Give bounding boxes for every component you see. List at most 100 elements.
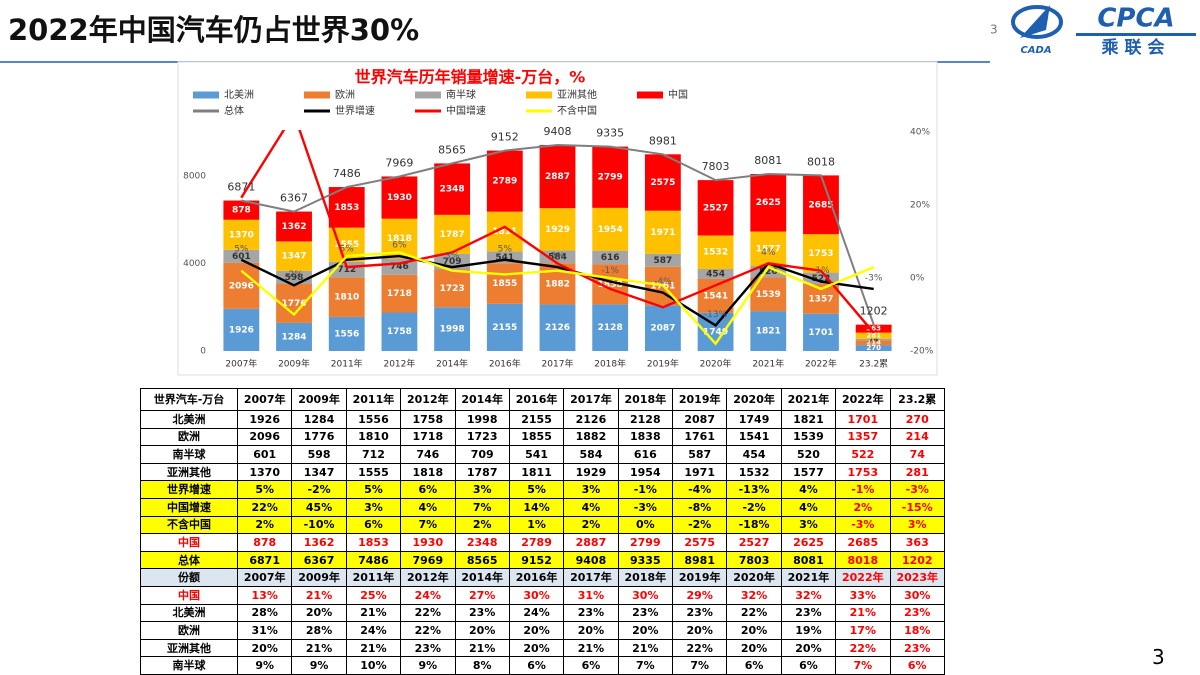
total-label: 8081	[754, 154, 782, 167]
bar-segment	[644, 305, 681, 351]
table-cell: 8565	[454, 550, 510, 570]
table-cell: 1811	[508, 462, 565, 482]
table-cell: 30%	[889, 585, 945, 605]
bar-label: 1758	[387, 327, 412, 337]
table-row: 南半球 9% 9% 10% 9% 8% 6% 6% 7% 7% 6% 6% 7% 6%	[140, 656, 945, 675]
bar-label: 1853	[334, 203, 359, 213]
table-cell: 1347	[291, 462, 347, 482]
table-cell: -2%	[291, 480, 347, 499]
table-cell: 2022年	[835, 388, 891, 411]
total-label: 7486	[333, 167, 361, 180]
bar-segment	[855, 340, 892, 346]
line-series	[240, 130, 875, 334]
table-cell: 14%	[508, 497, 565, 517]
table-cell: 2020年	[726, 388, 782, 411]
table-cell: 2016年	[508, 568, 565, 587]
total-label: 6871	[227, 181, 255, 194]
table-cell: 2%	[563, 515, 619, 535]
bar-segment	[223, 200, 260, 220]
table-cell: 21%	[291, 638, 347, 658]
table-cell: 7%	[835, 656, 891, 675]
bar-segment	[276, 322, 312, 351]
growth-label: 6%	[392, 241, 407, 251]
table-cell: 6%	[508, 656, 565, 675]
table-cell: 878	[236, 533, 293, 552]
table-cell: 2016年	[508, 388, 565, 411]
bar-label: 2096	[229, 281, 254, 291]
row-header: 世界汽车-万台	[140, 388, 238, 411]
x-tick-label: 2009年	[278, 358, 310, 370]
table-cell: -2%	[726, 497, 782, 517]
bar-label: 2155	[492, 323, 517, 333]
table-cell: 1821	[780, 410, 837, 429]
table-row: 欧洲 2096 1776 1810 1718 1723 1855 1882 1838 1761 15…	[140, 427, 945, 447]
bar-segment	[803, 234, 839, 273]
table-cell: 3%	[780, 515, 837, 535]
y2-tick-label: 40%	[910, 128, 930, 138]
bar-label: 1821	[756, 327, 781, 337]
table-cell: 2017年	[563, 388, 619, 411]
table-cell: 520	[780, 445, 837, 464]
table-cell: 1539	[780, 427, 837, 447]
row-header: 欧洲	[140, 427, 238, 447]
table-row: 中国 878 1362 1853 1930 2348 2789 2887 2799 2575 252…	[140, 533, 945, 552]
table-cell: 20%	[291, 603, 347, 623]
table-cell: 19%	[780, 621, 837, 640]
bar-label: 1347	[282, 252, 307, 262]
table-cell: -18%	[726, 515, 782, 535]
bar-label: 454	[706, 269, 725, 279]
table-cell: 18%	[889, 621, 945, 640]
table-cell: 2009年	[291, 388, 347, 411]
table-cell: 23.2累	[889, 388, 945, 411]
bar-segment	[644, 253, 681, 267]
bar-label: 1718	[387, 289, 412, 299]
table-cell: 2789	[508, 533, 565, 552]
bar-label: 1929	[545, 225, 570, 235]
table-cell: 22%	[236, 497, 293, 517]
bar-label: 1701	[808, 328, 833, 338]
table-cell: 1818	[400, 462, 456, 482]
table-cell: 31%	[236, 621, 293, 640]
table-row: 亚洲其他 20% 21% 21% 23% 21% 20% 21% 21% 22% 20% 20% 22%…	[140, 638, 945, 658]
table-cell: 9%	[291, 656, 347, 675]
bar-label: 2128	[598, 323, 623, 333]
table-cell: 2023年	[889, 568, 945, 587]
table-cell: 23%	[563, 603, 619, 623]
row-header: 中国	[140, 533, 238, 552]
table-cell: 30%	[617, 585, 674, 605]
bar-segment	[486, 263, 523, 304]
bar-segment	[644, 210, 681, 254]
bar-label: 2126	[545, 323, 570, 333]
table-cell: 709	[454, 445, 510, 464]
table-cell: 25%	[345, 585, 402, 605]
bar-label: 598	[285, 273, 304, 283]
growth-label: 4%	[761, 248, 776, 258]
table-cell: 2096	[236, 427, 293, 447]
bar-segment	[434, 307, 471, 351]
bar-label: 601	[232, 252, 251, 262]
logo-swoosh	[1011, 5, 1063, 39]
table-cell: 4%	[780, 480, 837, 499]
legend-swatch	[193, 91, 219, 99]
bar-label: 1855	[492, 279, 517, 289]
growth-label: 3%	[445, 252, 460, 262]
table-cell: 27%	[454, 585, 510, 605]
growth-label: -4%	[654, 277, 672, 287]
table-cell: 22%	[400, 603, 456, 623]
x-tick-label: 2021年	[752, 358, 784, 370]
table-cell: 2018年	[617, 388, 674, 411]
y-tick-label: 4000	[183, 259, 206, 269]
bar-label: 587	[653, 256, 672, 266]
table-cell: 3%	[454, 480, 510, 499]
table-cell: 598	[291, 445, 347, 464]
row-header: 中国	[140, 585, 238, 605]
table-cell: -4%	[671, 480, 728, 499]
table-cell: 7486	[345, 550, 402, 570]
data-table: 世界汽车-万台 2007年 2009年 2011年 2012年 2014年 2016年 201…	[140, 388, 945, 675]
table-cell: 20%	[236, 638, 293, 658]
table-cell: 4%	[400, 497, 456, 517]
table-cell: 31%	[563, 585, 619, 605]
table-cell: 22%	[726, 603, 782, 623]
logo-bar	[1076, 33, 1196, 36]
bar-label: 709	[443, 257, 462, 267]
